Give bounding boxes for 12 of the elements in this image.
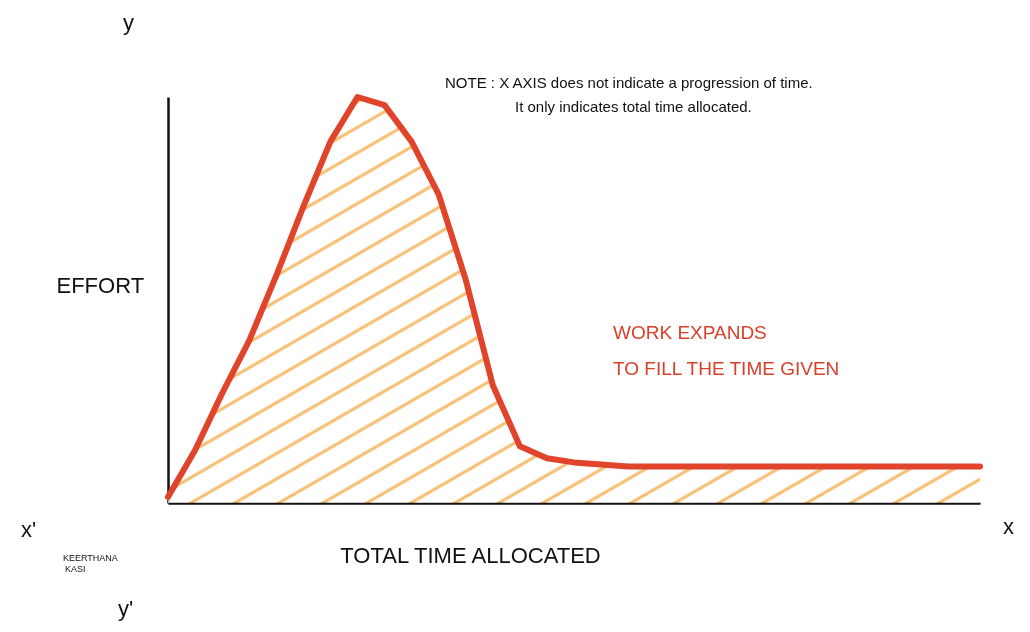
x-axis-title: TOTAL TIME ALLOCATED xyxy=(340,542,601,568)
text: x' xyxy=(21,517,37,542)
text: y' xyxy=(118,596,134,621)
text: KASI xyxy=(65,564,86,574)
annotation: It only indicates total time allocated. xyxy=(515,98,752,115)
text: x xyxy=(1003,514,1014,539)
text: NOTE : X AXIS does not indicate a progression of time. xyxy=(445,74,813,91)
text: y xyxy=(123,10,134,35)
y-axis-title: EFFORT xyxy=(56,272,145,298)
text: KEERTHANA xyxy=(63,553,118,563)
annotation: WORK EXPANDS xyxy=(613,322,767,343)
annotation: TO FILL THE TIME GIVEN xyxy=(613,358,840,379)
